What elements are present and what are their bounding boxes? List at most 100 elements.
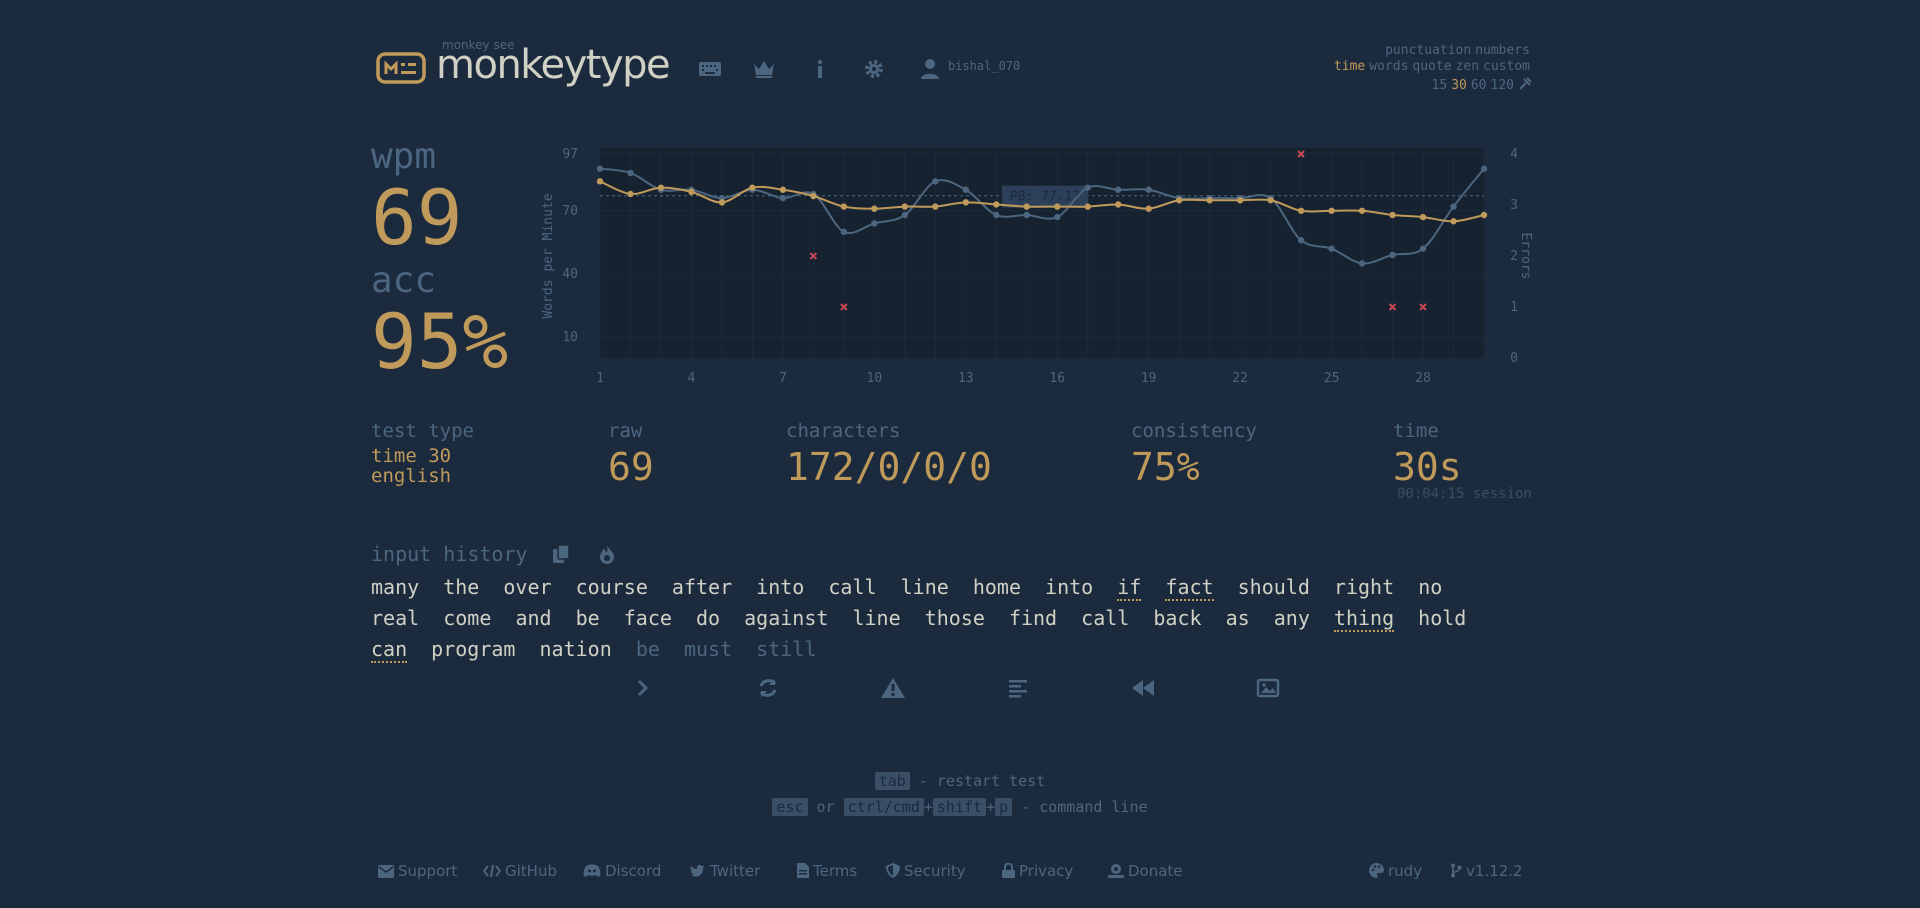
footer-twitter[interactable]: Twitter bbox=[690, 862, 760, 880]
history-word: be bbox=[575, 606, 600, 630]
gear-icon[interactable] bbox=[862, 58, 886, 80]
chart-series-wpm-point bbox=[1389, 211, 1396, 219]
restart-hint: tab - restart test bbox=[0, 772, 1920, 790]
config-mode-quote[interactable]: quote bbox=[1412, 59, 1452, 74]
chart-series-raw-point bbox=[871, 220, 878, 227]
config-mode-words[interactable]: words bbox=[1369, 59, 1409, 74]
chart-series-wpm-point bbox=[1480, 211, 1488, 219]
config-time-30[interactable]: 30 bbox=[1451, 78, 1467, 93]
username[interactable]: bishal_070 bbox=[948, 59, 1021, 73]
chart-series-wpm-point bbox=[901, 203, 909, 210]
chart-y-tick-label: 40 bbox=[562, 267, 578, 282]
history-word: home bbox=[972, 575, 1021, 599]
chart-series-wpm-point bbox=[1206, 197, 1213, 204]
characters-value: 172/0/0/0 bbox=[786, 445, 992, 489]
history-word: come bbox=[443, 606, 492, 630]
footer-security[interactable]: Security bbox=[886, 862, 966, 880]
config-mode-custom[interactable]: custom bbox=[1483, 59, 1530, 74]
wrench-icon[interactable] bbox=[1518, 77, 1532, 93]
chart-y2-tick-label: 4 bbox=[1510, 147, 1518, 162]
history-word: must bbox=[683, 637, 733, 661]
footer-terms[interactable]: Terms bbox=[797, 862, 857, 880]
config-mode-zen[interactable]: zen bbox=[1455, 59, 1480, 74]
footer-theme[interactable]: rudy bbox=[1369, 862, 1422, 880]
chart-series-wpm-point bbox=[962, 199, 969, 206]
info-icon[interactable] bbox=[808, 58, 832, 80]
history-word: fact bbox=[1165, 575, 1214, 601]
chart-series-wpm-point bbox=[749, 184, 756, 191]
keyboard-icon[interactable] bbox=[698, 58, 722, 80]
watch-replay-button[interactable] bbox=[1128, 676, 1158, 700]
chart-error-point bbox=[809, 252, 818, 260]
chart-error-point bbox=[840, 303, 848, 311]
chart-y-tick-label: 97 bbox=[562, 147, 578, 162]
config-time-60[interactable]: 60 bbox=[1470, 78, 1487, 93]
chart-series-wpm-point bbox=[779, 186, 787, 193]
footer-github-label: GitHub bbox=[505, 862, 557, 880]
config-time-15[interactable]: 15 bbox=[1431, 78, 1448, 93]
code-icon bbox=[482, 864, 502, 878]
acc-label: acc bbox=[371, 260, 437, 301]
twitter-icon bbox=[690, 865, 705, 877]
history-word: any bbox=[1273, 606, 1310, 630]
chart-x-tick-label: 10 bbox=[867, 371, 883, 386]
footer-privacy[interactable]: Privacy bbox=[1002, 862, 1073, 880]
practice-missed-button[interactable] bbox=[878, 676, 908, 700]
wpm-value: 69 bbox=[371, 173, 463, 262]
chart-series-wpm-point bbox=[688, 188, 695, 196]
crown-icon[interactable] bbox=[752, 58, 776, 80]
history-word: right bbox=[1333, 575, 1395, 599]
history-word: as bbox=[1225, 606, 1250, 630]
history-word: program bbox=[431, 637, 516, 661]
chart-x-tick-label: 16 bbox=[1049, 371, 1065, 386]
next-test-button[interactable] bbox=[628, 676, 658, 700]
chart-series-raw-point bbox=[1328, 245, 1335, 252]
screenshot-button[interactable] bbox=[1253, 676, 1283, 700]
history-word: thing bbox=[1333, 606, 1395, 632]
raw-label: raw bbox=[608, 420, 643, 442]
history-word: if bbox=[1117, 575, 1142, 601]
footer-discord[interactable]: Discord bbox=[583, 862, 661, 880]
user-icon[interactable] bbox=[918, 58, 942, 80]
footer-support[interactable]: Support bbox=[378, 862, 457, 880]
footer-version[interactable]: v1.12.2 bbox=[1450, 862, 1523, 880]
chart-series-wpm-point bbox=[1175, 197, 1183, 204]
restart-hint-text: - restart test bbox=[918, 772, 1046, 790]
config-time-120[interactable]: 120 bbox=[1490, 78, 1514, 93]
config-mode-time[interactable]: time bbox=[1333, 59, 1366, 74]
chart-series-wpm-point bbox=[810, 192, 817, 200]
config-punctuation[interactable]: punctuation bbox=[1385, 43, 1472, 58]
chart-series-wpm-point bbox=[1419, 213, 1427, 221]
chart-series-raw-point bbox=[1358, 260, 1366, 267]
toggle-words-history-button[interactable] bbox=[1003, 676, 1033, 700]
footer-github[interactable]: GitHub bbox=[482, 862, 557, 880]
history-word: over bbox=[503, 575, 552, 599]
logo[interactable]: monkey see monkeytype bbox=[376, 38, 676, 88]
restart-button[interactable] bbox=[753, 676, 783, 700]
wpm-chart: 10 40 70 97 0 1 2 3 4 1 4 7 10 13 16 19 22 25 28 Words per … bbox=[541, 147, 1533, 386]
config-numbers[interactable]: numbers bbox=[1475, 43, 1530, 58]
plus-sign: + bbox=[923, 798, 933, 816]
chart-series-wpm-point bbox=[871, 205, 878, 212]
plus-sign: + bbox=[986, 798, 996, 816]
lock-icon bbox=[1002, 862, 1015, 878]
history-word: back bbox=[1153, 606, 1202, 630]
characters-label: characters bbox=[786, 420, 901, 442]
copy-icon[interactable] bbox=[552, 544, 570, 564]
chart-series-raw-point bbox=[1023, 211, 1030, 219]
history-word: many bbox=[371, 575, 420, 599]
chart-series-raw-point bbox=[1450, 203, 1457, 210]
fire-icon[interactable] bbox=[598, 544, 616, 564]
time-label: time bbox=[1393, 420, 1439, 442]
chart-series-raw-point bbox=[627, 169, 634, 177]
history-word: those bbox=[924, 606, 985, 630]
config-row-times: 15 30 60 120 bbox=[1428, 77, 1532, 93]
p-key: p bbox=[995, 798, 1013, 816]
footer-donate[interactable]: Donate bbox=[1108, 862, 1183, 880]
chart-x-tick-label: 4 bbox=[688, 371, 696, 386]
chart-series-wpm-point bbox=[1236, 197, 1244, 204]
chart-y-axis-title: Words per Minute bbox=[541, 193, 556, 318]
consistency-label: consistency bbox=[1131, 420, 1257, 442]
ctrl-key: ctrl/cmd bbox=[843, 798, 924, 816]
test-type-language: english bbox=[371, 465, 452, 487]
